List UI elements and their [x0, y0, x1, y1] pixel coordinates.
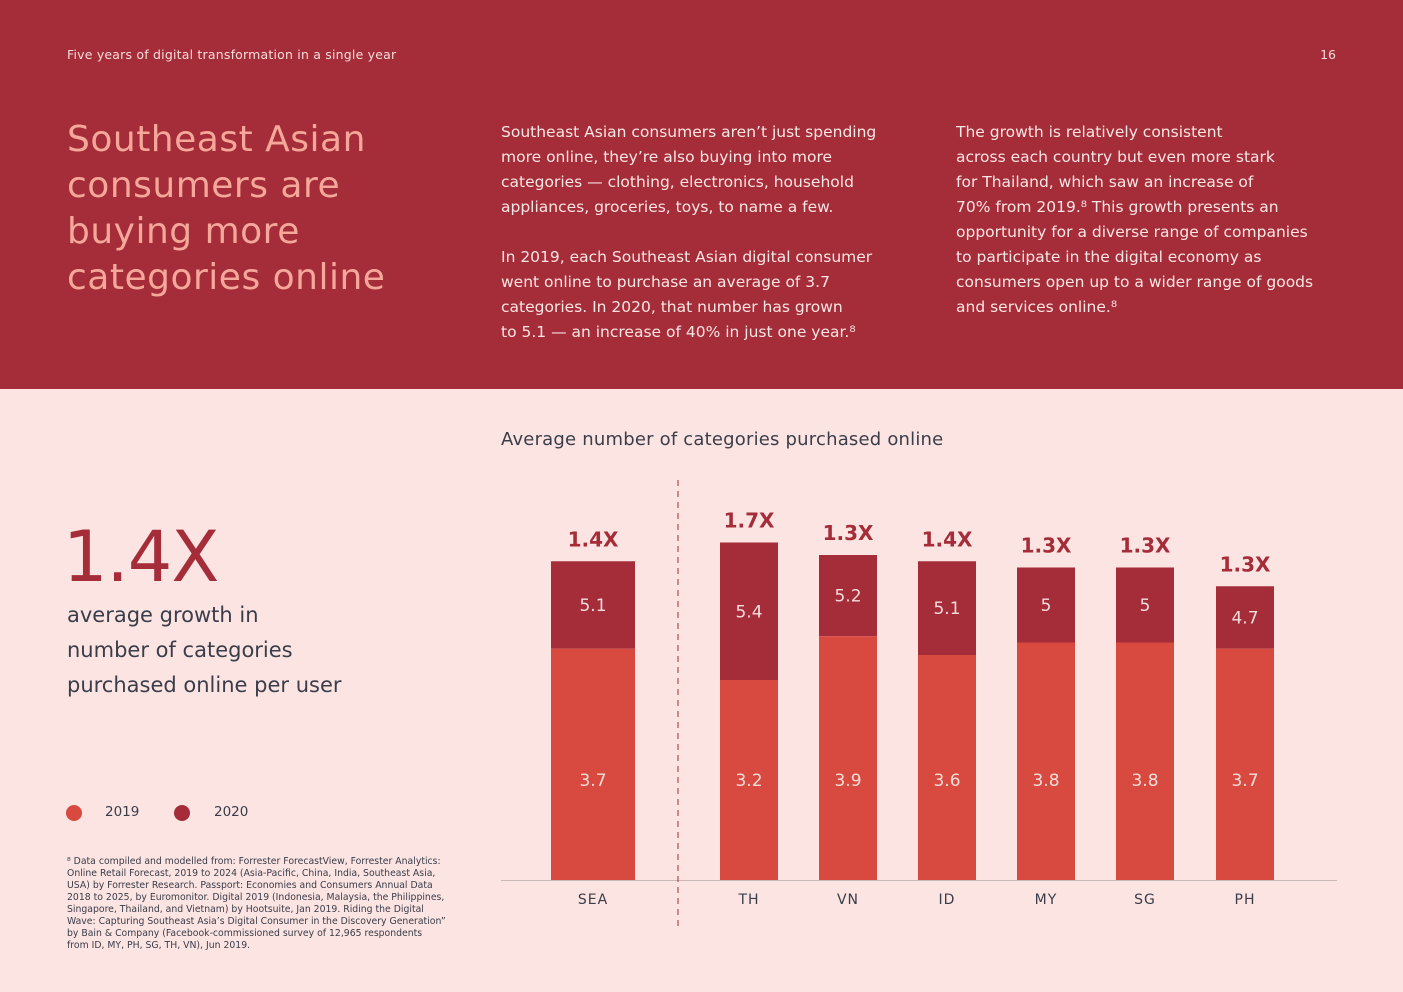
bar-2020-th — [720, 542, 778, 680]
x-tick-label: PH — [1235, 892, 1256, 908]
bar-2020-sea — [551, 561, 635, 649]
body-column-1: Southeast Asian consumers aren’t just sp… — [501, 120, 921, 345]
data-label-2019: 3.9 — [834, 771, 861, 791]
stat-caption: average growth in number of categories p… — [67, 603, 342, 697]
x-tick-label: MY — [1035, 892, 1058, 908]
section-title: Five years of digital transformation in … — [67, 47, 397, 62]
body-paragraph: In 2019, each Southeast Asian digital co… — [501, 248, 873, 341]
bar-2019-sea — [551, 648, 635, 880]
page-headline: Southeast Asian consumers are buying mor… — [67, 119, 386, 298]
body-paragraph: Southeast Asian consumers aren’t just sp… — [501, 123, 877, 216]
data-label-2019: 3.7 — [579, 771, 606, 791]
bar-2020-my — [1017, 567, 1075, 643]
bar-2020-id — [918, 561, 976, 655]
data-label-2020: 5 — [1041, 596, 1052, 616]
legend-label: 2020 — [214, 804, 249, 820]
bar-2019-ph — [1216, 648, 1274, 880]
body-paragraph: The growth is relatively consistent acro… — [956, 123, 1314, 316]
data-label-2020: 5.2 — [834, 587, 861, 607]
growth-label: 1.3X — [1220, 552, 1271, 576]
legend-label: 2019 — [105, 804, 140, 820]
data-label-2020: 5.1 — [579, 596, 606, 616]
bar-2019-my — [1017, 642, 1075, 880]
data-label-2020: 5 — [1140, 596, 1151, 616]
growth-label: 1.4X — [922, 527, 973, 551]
data-label-2020: 5.4 — [735, 602, 762, 622]
header-band: Five years of digital transformation in … — [0, 0, 1403, 389]
body-column-2: The growth is relatively consistent acro… — [956, 120, 1356, 320]
data-label-2019: 3.2 — [735, 771, 762, 791]
bar-2019-id — [918, 655, 976, 880]
growth-label: 1.4X — [568, 527, 619, 551]
x-tick-label: SG — [1134, 892, 1156, 908]
x-tick-label: SEA — [578, 892, 608, 908]
x-tick-label: TH — [737, 892, 759, 908]
legend-swatch-2019 — [66, 805, 82, 821]
data-label-2019: 3.8 — [1032, 771, 1059, 791]
data-label-2019: 3.8 — [1131, 771, 1158, 791]
data-label-2020: 5.1 — [933, 599, 960, 619]
growth-label: 1.3X — [823, 521, 874, 545]
stat-value: 1.4X — [63, 516, 219, 598]
legend-swatch-2020 — [174, 805, 190, 821]
growth-label: 1.3X — [1021, 534, 1072, 558]
bar-2020-ph — [1216, 586, 1274, 649]
x-tick-label: ID — [939, 892, 956, 908]
bar-2020-vn — [819, 555, 877, 637]
bar-2019-th — [720, 680, 778, 880]
page-number: 16 — [1320, 47, 1336, 62]
data-label-2020: 4.7 — [1231, 609, 1258, 629]
growth-label: 1.7X — [724, 509, 775, 533]
growth-label: 1.3X — [1120, 534, 1171, 558]
data-label-2019: 3.7 — [1231, 771, 1258, 791]
bar-2019-vn — [819, 636, 877, 880]
footnote: ⁸ Data compiled and modelled from: Forre… — [67, 856, 446, 951]
chart-title: Average number of categories purchased o… — [501, 429, 944, 450]
bar-2020-sg — [1116, 567, 1174, 643]
data-label-2019: 3.6 — [933, 771, 960, 791]
x-tick-label: VN — [837, 892, 859, 908]
bar-2019-sg — [1116, 642, 1174, 880]
